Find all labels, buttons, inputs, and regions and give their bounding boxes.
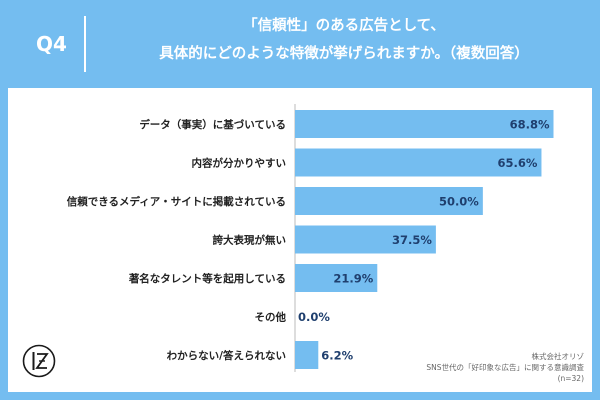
header-divider bbox=[84, 16, 86, 72]
category-label: その他 bbox=[255, 311, 287, 324]
value-label: 21.9% bbox=[333, 272, 373, 286]
question-title: 「信頼性」のある広告として、 具体的にどのような特徴が挙げられますか。（複数回答… bbox=[104, 12, 584, 68]
bar bbox=[295, 187, 483, 215]
value-label: 68.8% bbox=[510, 118, 550, 132]
value-label: 0.0% bbox=[298, 310, 330, 324]
bar bbox=[295, 225, 436, 254]
bar bbox=[295, 110, 554, 138]
orizo-logo-icon bbox=[22, 344, 56, 378]
category-label: わからない/答えられない bbox=[167, 349, 286, 362]
value-label: 6.2% bbox=[321, 349, 353, 363]
source-sample: (n=32) bbox=[557, 374, 584, 383]
category-label: 著名なタレント等を起用している bbox=[128, 272, 286, 285]
question-header: Q4 「信頼性」のある広告として、 具体的にどのような特徴が挙げられますか。（複… bbox=[0, 0, 600, 88]
bar bbox=[295, 148, 542, 177]
bar bbox=[295, 341, 319, 369]
question-title-line1: 「信頼性」のある広告として、 bbox=[243, 18, 445, 34]
category-label: データ（事実）に基づいている bbox=[139, 118, 286, 131]
value-label: 50.0% bbox=[439, 195, 479, 209]
category-label: 内容が分かりやすい bbox=[192, 157, 287, 170]
source-company: 株式会社オリゾ bbox=[531, 352, 585, 361]
bar bbox=[295, 264, 378, 292]
bars-group: データ（事実）に基づいている 68.8% 内容が分かりやすい 65.6% 信頼できるメデ… bbox=[67, 110, 554, 369]
value-label: 65.6% bbox=[498, 156, 538, 170]
category-label: 誇大表現が無い bbox=[213, 234, 287, 247]
survey-source: 株式会社オリゾ SNS世代の「好印象な広告」に関する意識調査 (n=32) bbox=[426, 351, 584, 384]
question-number: Q4 bbox=[36, 32, 67, 56]
source-survey: SNS世代の「好印象な広告」に関する意識調査 bbox=[426, 363, 584, 372]
category-label: 信頼できるメディア・サイトに掲載されている bbox=[67, 195, 286, 208]
value-label: 37.5% bbox=[392, 233, 432, 247]
question-title-line2: 具体的にどのような特徴が挙げられますか。（複数回答） bbox=[159, 46, 529, 62]
